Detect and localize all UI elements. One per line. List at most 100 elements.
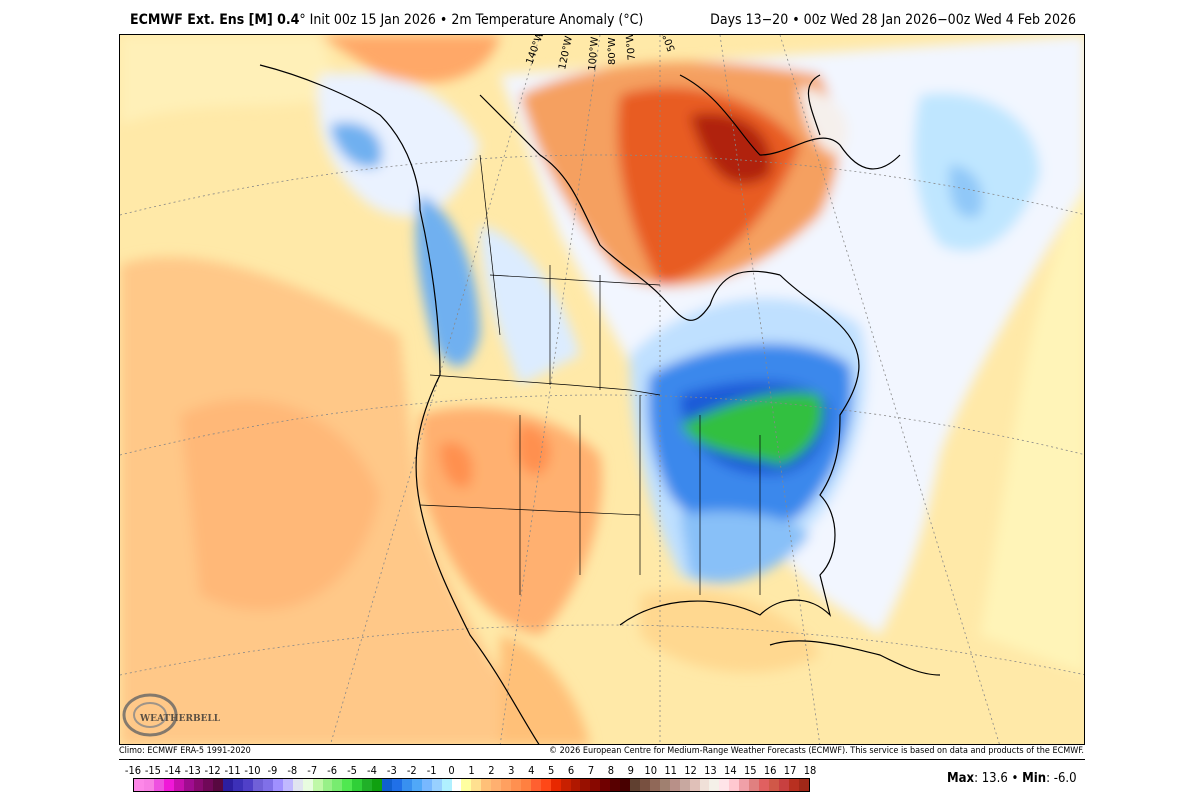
colorbar-cell bbox=[590, 779, 601, 791]
colorbar-cell bbox=[451, 779, 462, 791]
colorbar-cell bbox=[193, 779, 204, 791]
colorbar-tick-label: 16 bbox=[763, 764, 777, 777]
colorbar-tick-label: 10 bbox=[644, 764, 657, 777]
colorbar-cell bbox=[659, 779, 670, 791]
colorbar-tick-label: 8 bbox=[607, 764, 615, 777]
colorbar-cell bbox=[262, 779, 273, 791]
borders bbox=[419, 154, 761, 595]
colorbar-tick-label: 3 bbox=[508, 764, 515, 777]
colorbar-tick-label: 2 bbox=[488, 764, 495, 777]
colorbar-cell bbox=[143, 779, 154, 791]
colorbar-tick-label: -13 bbox=[184, 764, 201, 777]
colorbar-tick-label: 4 bbox=[528, 764, 535, 777]
colorbar-cell bbox=[778, 779, 789, 791]
colorbar-cell bbox=[501, 779, 512, 791]
colorbar-cell bbox=[282, 779, 293, 791]
colorbar-cell bbox=[153, 779, 164, 791]
colorbar-cell bbox=[530, 779, 541, 791]
min-value: : -6.0 bbox=[1046, 771, 1077, 786]
colorbar-tick-label: 0 bbox=[448, 764, 455, 777]
colorbar-cell bbox=[134, 779, 144, 791]
colorbar-cell bbox=[491, 779, 502, 791]
colorbar-cell bbox=[709, 779, 720, 791]
colorbar-tick-label: 12 bbox=[684, 764, 697, 777]
colorbar-cell bbox=[689, 779, 700, 791]
colorbar-cell bbox=[769, 779, 779, 791]
colorbar-tick-label: 5 bbox=[547, 764, 555, 777]
colorbar-tick-label: -12 bbox=[204, 764, 221, 777]
colorbar-cell bbox=[560, 779, 571, 791]
colorbar-cell bbox=[391, 779, 402, 791]
lon-label: 100°W bbox=[587, 36, 601, 71]
colorbar-cell bbox=[332, 779, 343, 791]
colorbar-tick-label: -5 bbox=[347, 764, 357, 777]
colorbar-cell bbox=[580, 779, 591, 791]
colorbar-cell bbox=[788, 779, 799, 791]
weatherbell-logo: WEATHERBELL bbox=[122, 693, 221, 737]
colorbar-cell bbox=[213, 779, 224, 791]
colorbar-cell bbox=[461, 779, 472, 791]
colorbar-cell bbox=[372, 779, 383, 791]
colorbar-cell bbox=[630, 779, 641, 791]
colorbar-tick-label: 18 bbox=[803, 764, 817, 777]
colorbar-cell bbox=[610, 779, 621, 791]
climo-note: Climo: ECMWF ERA-5 1991-2020 bbox=[119, 746, 251, 756]
degree-symbol: ° bbox=[299, 12, 306, 28]
colorbar-tick-label: -16 bbox=[124, 764, 142, 777]
valid-period: Days 13−20 • 00z Wed 28 Jan 2026−00z Wed… bbox=[710, 12, 1076, 28]
colorbar-cell bbox=[620, 779, 631, 791]
colorbar-cell bbox=[322, 779, 333, 791]
colorbar-cell bbox=[401, 779, 412, 791]
colorbar-cell bbox=[511, 779, 521, 791]
colorbar-tick-label: 11 bbox=[664, 764, 677, 777]
colorbar-cell bbox=[183, 779, 194, 791]
colorbar-tick-label: 6 bbox=[567, 764, 575, 777]
max-value: : 13.6 • bbox=[974, 771, 1023, 786]
colorbar-cell bbox=[411, 779, 422, 791]
colorbar-cell bbox=[798, 779, 809, 791]
colorbar-cell bbox=[233, 779, 244, 791]
lon-label: 80°W bbox=[607, 37, 618, 65]
colorbar-cell bbox=[431, 779, 442, 791]
colorbar-cell bbox=[729, 779, 740, 791]
colorbar-cell bbox=[173, 779, 184, 791]
colorbar bbox=[133, 778, 810, 792]
colorbar-tick-label: -2 bbox=[406, 764, 417, 777]
colorbar-tick-label: -14 bbox=[164, 764, 181, 777]
colorbar-tick-label: 15 bbox=[743, 764, 757, 777]
graticule bbox=[120, 35, 1084, 744]
map-svg: 140°W 120°W 100°W 80°W 70°W 50°W WEATHER… bbox=[120, 35, 1084, 744]
max-label: Max bbox=[947, 771, 975, 786]
copyright-note: © 2026 European Centre for Medium-Range … bbox=[548, 746, 1084, 756]
colorbar-cell bbox=[550, 779, 561, 791]
colorbar-cell bbox=[699, 779, 710, 791]
colorbar-tick-label: -7 bbox=[307, 764, 318, 777]
footer-divider bbox=[119, 759, 1085, 760]
lon-label: 70°W bbox=[625, 35, 638, 61]
logo-text: WEATHERBELL bbox=[139, 714, 221, 724]
colorbar-cell bbox=[669, 779, 680, 791]
colorbar-tick-label: -3 bbox=[386, 764, 397, 777]
model-name: ECMWF Ext. Ens [M] 0.4 bbox=[130, 12, 300, 28]
colorbar-cell bbox=[540, 779, 551, 791]
colorbar-cell bbox=[719, 779, 730, 791]
colorbar-tick-label: -10 bbox=[244, 764, 261, 777]
colorbar-cell bbox=[223, 779, 234, 791]
colorbar-tick-label: -11 bbox=[224, 764, 241, 777]
colorbar-cell bbox=[253, 779, 263, 791]
colorbar-tick-label: 9 bbox=[627, 764, 634, 777]
colorbar-cell bbox=[520, 779, 531, 791]
colorbar-cell bbox=[362, 779, 373, 791]
colorbar-tick-label: -1 bbox=[426, 764, 437, 777]
colorbar-cell bbox=[649, 779, 660, 791]
colorbar-cell bbox=[312, 779, 323, 791]
colorbar-tick-label: -9 bbox=[267, 764, 278, 777]
colorbar-tick-label: -4 bbox=[367, 764, 377, 777]
colorbar-cell bbox=[272, 779, 283, 791]
colorbar-cell bbox=[570, 779, 581, 791]
colorbar-tick-label: -8 bbox=[287, 764, 298, 777]
anomaly-shading bbox=[120, 35, 1084, 744]
colorbar-cell bbox=[679, 779, 690, 791]
colorbar-cell bbox=[600, 779, 611, 791]
colorbar-cell bbox=[481, 779, 492, 791]
